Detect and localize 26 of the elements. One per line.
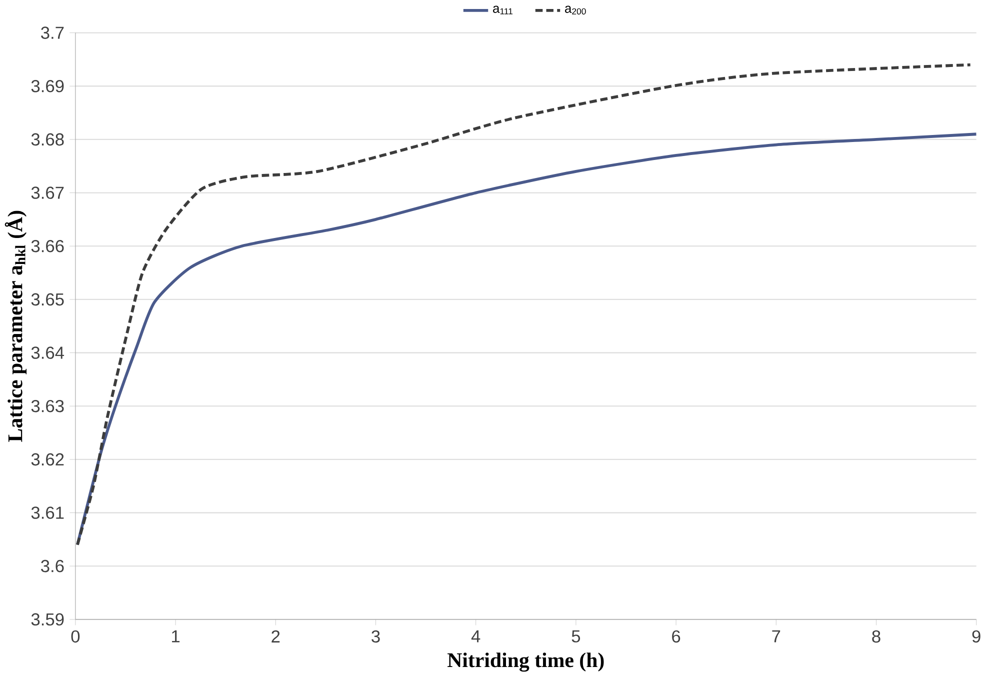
x-tick-label: 7	[772, 630, 780, 642]
y-tick-label: 3.64	[31, 346, 64, 359]
y-tick-label: 3.65	[31, 293, 64, 306]
y-tick-label: 3.67	[31, 186, 64, 199]
x-tick-label: 8	[872, 630, 880, 642]
legend-label: a$_{111}$	[493, 6, 513, 14]
y-tick-label: 3.63	[31, 400, 64, 412]
x-tick-label: 2	[272, 630, 280, 642]
y-tick-label: 3.59	[31, 613, 64, 626]
y-tick-label: 3.62	[31, 453, 64, 466]
y-tick-label: 3.69	[31, 80, 64, 92]
x-axis-title: Nitriding time (h)	[447, 652, 604, 672]
x-tick-label: 0	[71, 630, 80, 642]
y-axis-title: Lattice parameter a$_{hkl}$ (Å)	[4, 210, 27, 442]
y-tick-label: 3.6	[41, 560, 64, 572]
x-tick-label: 1	[172, 630, 180, 642]
y-tick-label: 3.68	[31, 133, 64, 146]
y-tick-label: 3.66	[31, 240, 64, 252]
x-tick-label: 4	[471, 630, 480, 642]
legend-label: a$_{200}$	[564, 6, 586, 14]
x-tick-label: 6	[672, 630, 680, 642]
x-tick-label: 3	[372, 630, 380, 642]
y-tick-label: 3.7	[41, 26, 64, 39]
y-tick-label: 3.61	[31, 506, 64, 519]
x-tick-label: 9	[972, 630, 980, 642]
x-tick-label: 5	[572, 630, 580, 642]
